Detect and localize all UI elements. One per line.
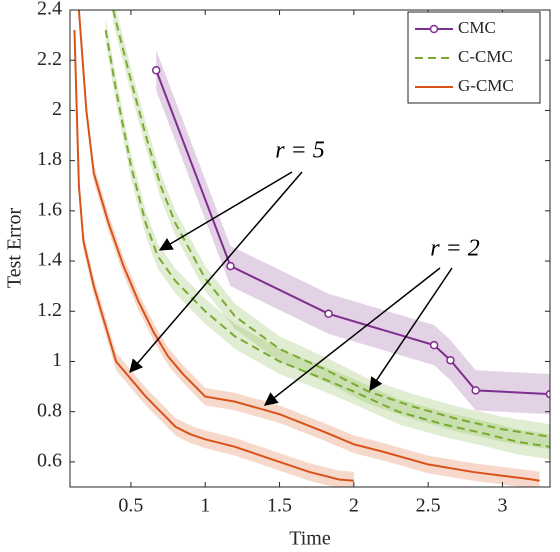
series-line [73,30,354,482]
y-tick-label: 1.2 [37,299,62,321]
x-tick-label: 1.5 [267,495,292,517]
x-axis-label: Time [289,528,331,550]
y-tick-label: 1.8 [37,148,62,170]
legend-label: CMC [458,18,496,37]
y-tick-label: 0.6 [37,449,62,471]
x-tick-label: 0.5 [118,495,143,517]
annotation-arrow [369,267,453,392]
error-band [156,50,550,415]
error-band [105,17,550,460]
error-band [113,10,550,450]
x-tick-label: 1 [200,495,210,517]
point-marker [545,389,550,399]
point-marker [226,261,235,271]
point-marker [471,386,480,395]
point-marker [151,66,161,75]
annotation-arrow [263,267,441,406]
point-marker [324,309,333,319]
legend-label: C-CMC [458,47,513,66]
point-marker [429,340,439,350]
x-tick-label: 2 [349,495,359,517]
axes-box [69,9,551,488]
series-line [112,10,550,438]
point-marker [446,355,455,365]
series-line [104,29,550,448]
y-tick-label: 2.2 [37,48,62,70]
y-axis-label: Test Error [4,208,26,289]
annotation: r = 5 [275,138,325,164]
annotation-arrow [129,171,303,374]
annotation-arrow [158,171,293,251]
y-tick-label: 2.4 [37,0,62,20]
annotation: r = 2 [430,236,480,262]
x-tick-label: 3 [497,495,507,517]
legend-label: G-CMC [458,76,514,95]
y-tick-label: 1.6 [37,198,62,220]
plot-area [73,10,550,487]
y-tick-label: 2 [52,98,62,120]
x-tick-label: 2.5 [416,495,441,517]
y-tick-label: 1 [52,349,62,371]
y-tick-label: 0.8 [37,399,62,421]
y-tick-label: 1.4 [37,249,62,271]
series-line [77,10,540,482]
legend-marker [429,24,439,34]
